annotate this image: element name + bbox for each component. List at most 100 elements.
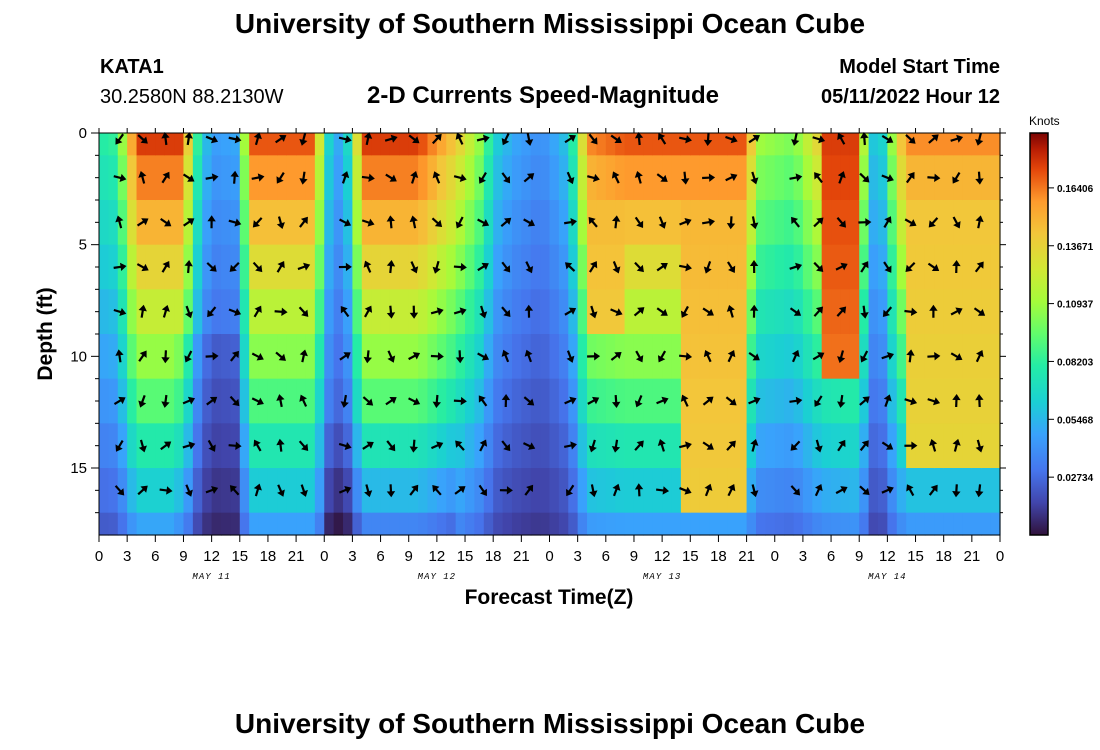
current-arrow-head: [591, 396, 600, 405]
current-arrow-head: [164, 219, 172, 227]
heatmap-cell: [718, 468, 729, 514]
speed-heatmap: [99, 133, 1001, 536]
current-arrow-head: [503, 217, 512, 225]
current-arrow-head: [526, 484, 534, 493]
heatmap-cell: [427, 200, 438, 246]
heatmap-cell: [915, 289, 926, 335]
current-arrow: [612, 215, 621, 229]
current-arrow-head: [185, 489, 193, 497]
heatmap-cell: [99, 512, 109, 536]
x-tick-label: 15: [231, 548, 248, 565]
current-arrow-head: [184, 132, 193, 139]
heatmap-cell: [990, 334, 1001, 380]
heatmap-cell: [324, 334, 335, 380]
heatmap-cell: [549, 155, 560, 201]
heatmap-cell: [793, 334, 804, 380]
current-arrow: [501, 133, 510, 146]
heatmap-cell: [802, 155, 813, 201]
heatmap-cell: [802, 512, 813, 536]
current-arrow: [859, 440, 869, 452]
heatmap-cell: [221, 200, 231, 246]
heatmap-cell: [577, 468, 588, 514]
current-arrow-head: [207, 215, 216, 222]
heatmap-cell: [709, 289, 720, 335]
heatmap-cell: [239, 468, 250, 514]
heatmap-cell: [361, 468, 372, 514]
axes: 0 3 6 9 12 15 18 21 0 3 6 9 12 15 18 21 0 3 6 9 12 15 18 21 0 3 6 9…: [70, 125, 1006, 582]
current-arrow-head: [503, 309, 511, 318]
current-arrow-head: [482, 134, 490, 143]
heatmap-cell: [774, 512, 785, 536]
current-arrow-head: [588, 216, 596, 225]
heatmap-cell: [784, 334, 795, 380]
current-arrow: [453, 173, 467, 183]
current-arrow-head: [637, 307, 645, 315]
x-tick-label: 0: [545, 548, 553, 565]
y-tick-label: 15: [70, 460, 87, 477]
current-arrow-head: [706, 442, 714, 450]
heatmap-cell: [746, 512, 757, 536]
current-arrow-head: [930, 484, 938, 493]
current-arrow-head: [883, 394, 892, 402]
heatmap-cell: [202, 244, 213, 290]
heatmap-cell: [821, 468, 832, 514]
current-arrow: [790, 440, 801, 451]
current-arrow: [656, 486, 670, 495]
heatmap-cell: [249, 512, 260, 536]
current-arrow: [633, 307, 645, 317]
current-arrow: [430, 307, 444, 316]
heatmap-cell: [521, 155, 532, 201]
heatmap-cell: [671, 155, 682, 201]
heatmap-cell: [399, 334, 410, 380]
current-arrow: [115, 439, 124, 452]
heatmap-cell: [221, 423, 231, 469]
heatmap-cell: [99, 289, 109, 335]
current-arrow: [791, 132, 800, 146]
heatmap-cell: [371, 200, 382, 246]
heatmap-cell: [821, 155, 832, 201]
heatmap-cell: [727, 468, 738, 514]
heatmap-cell: [615, 334, 626, 380]
current-arrow-head: [728, 440, 736, 448]
current-arrow: [297, 262, 311, 271]
heatmap-cell: [934, 423, 945, 469]
heatmap-cell: [474, 289, 485, 335]
current-arrow: [501, 172, 511, 184]
current-arrow: [726, 304, 735, 318]
heatmap-cell: [202, 133, 213, 156]
heatmap-cell: [577, 512, 588, 536]
heatmap-cell: [465, 155, 476, 201]
current-arrow-head: [886, 135, 894, 144]
heatmap-cell: [784, 378, 795, 424]
current-arrow: [364, 484, 373, 498]
current-arrow: [726, 216, 736, 230]
current-arrow-head: [276, 222, 285, 230]
heatmap-cell: [399, 512, 410, 536]
current-arrow: [587, 396, 600, 405]
heatmap-cell: [117, 512, 128, 536]
heatmap-cell: [192, 244, 203, 290]
heatmap-cell: [934, 512, 945, 536]
heatmap-cell: [662, 155, 673, 201]
current-arrow: [408, 352, 421, 361]
current-arrow: [612, 261, 621, 274]
heatmap-cell: [249, 289, 260, 335]
heatmap-cell: [934, 378, 945, 424]
current-arrow-head: [184, 311, 193, 319]
heatmap-cell: [511, 512, 522, 536]
heatmap-cell: [127, 334, 138, 380]
heatmap-cell: [446, 423, 457, 469]
current-arrow: [184, 132, 193, 146]
current-arrow: [836, 217, 847, 228]
heatmap-cell: [389, 468, 400, 514]
current-arrow-head: [795, 262, 803, 271]
current-arrow-head: [161, 357, 170, 364]
current-arrow-head: [277, 260, 285, 269]
current-arrow: [228, 441, 242, 450]
heatmap-cell: [540, 289, 551, 335]
heatmap-cell: [943, 133, 954, 156]
current-arrow-head: [432, 266, 441, 274]
current-arrow: [338, 486, 352, 494]
heatmap-cell: [211, 378, 222, 424]
heatmap-cell: [418, 423, 429, 469]
